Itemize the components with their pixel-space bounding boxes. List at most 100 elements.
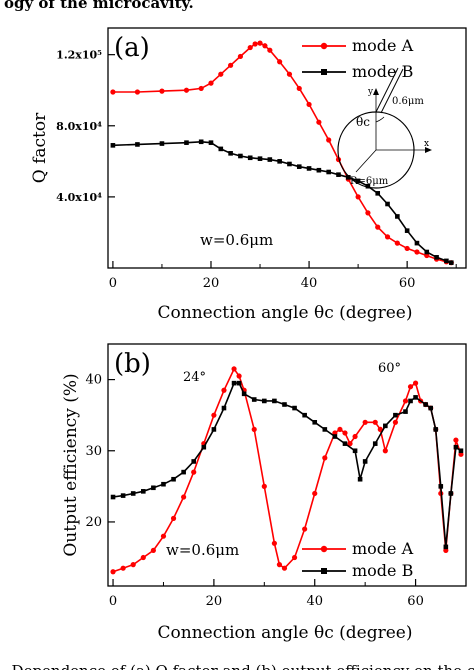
data-point-circle [236,373,242,379]
data-point-square [428,405,434,411]
data-point-square [221,405,227,411]
data-point-circle [384,234,391,240]
data-point-square [277,159,282,164]
data-point-square [231,380,237,386]
data-point-square [292,405,297,411]
data-point-circle [252,41,258,47]
data-point-circle [453,437,459,443]
inset-y-arrow [373,88,379,95]
data-point-square [241,391,247,397]
x-axis-label-a: Connection angle θc (degree) [158,303,413,323]
y-tick-label: 40 [85,373,102,388]
data-point-circle [262,43,268,49]
data-point-square [375,191,381,196]
annotation-peak-60: 60° [378,361,401,376]
data-point-circle [211,412,217,418]
legend-b: mode A mode B [302,539,414,580]
data-point-circle [134,89,141,95]
data-point-square [332,434,338,439]
inset-x-label: x [424,139,429,149]
data-point-square [423,402,428,407]
x-tick-label: 20 [203,276,220,291]
data-point-circle [312,490,318,497]
data-point-square [438,484,444,489]
data-point-circle [382,448,388,454]
data-point-circle [276,562,283,568]
data-point-circle [291,554,298,561]
data-point-circle [414,249,420,255]
data-point-circle [337,426,343,433]
data-point-circle [326,137,332,143]
legend-marker [320,42,328,50]
data-point-circle [412,380,419,386]
data-point-square [201,444,207,450]
data-point-square [198,139,204,145]
data-point-circle [362,419,368,425]
x-tick-label: 0 [109,594,117,609]
x-tick-label: 20 [206,594,223,609]
data-point-square [191,459,197,464]
plot-frame-b [107,343,467,587]
data-point-circle [198,85,204,92]
y-tick-label: 4.0x10⁴ [56,191,102,204]
data-point-square [181,469,186,475]
data-point-square [151,485,156,491]
data-point-square [326,169,331,175]
annotation-width-b: w=0.6μm [166,541,239,559]
data-point-square [312,419,318,425]
data-point-square [448,491,454,496]
data-point-square [267,157,273,162]
panel-label-a: (a) [114,33,150,63]
data-point-circle [237,53,244,60]
data-point-square [443,544,449,550]
data-point-square [357,476,363,482]
data-point-square [120,493,126,498]
data-point-square [372,441,378,446]
data-point-square [413,395,418,400]
data-point-circle [404,245,410,252]
data-point-circle [191,469,197,475]
data-point-circle [375,224,381,230]
x-tick-label: 60 [407,594,424,609]
data-point-circle [231,366,237,372]
data-point-square [251,397,257,402]
y-axis-label-a: Q factor [30,112,50,183]
inset-radius-line [355,149,377,173]
data-point-square [287,161,292,167]
y-tick-label: 20 [85,515,102,530]
y-tick-label: 8.0x10⁴ [56,120,102,133]
data-point-circle [221,387,227,393]
data-point-square [262,398,267,404]
data-point-circle [140,554,146,561]
panel-label-b: (b) [114,349,151,379]
legend-label: mode A [352,539,414,558]
data-point-circle [365,210,371,216]
data-point-square [238,153,243,159]
data-point-square [306,166,312,171]
data-point-square [424,249,430,255]
data-point-circle [296,85,302,92]
x-tick-label: 0 [109,276,117,291]
legend-a: mode A mode B [302,36,414,81]
x-tick-label: 40 [306,594,323,609]
data-point-square [444,258,449,264]
data-point-square [395,214,400,219]
data-point-square [365,183,371,189]
data-point-circle [286,71,293,77]
data-point-circle [130,562,136,568]
chart-panel-b: 0 20 40 60 20 30 40 (b) Connection angle θc (d… [61,343,467,643]
data-point-square [404,228,410,233]
data-point-circle [392,419,399,425]
data-point-square [458,448,464,454]
data-point-square [110,143,116,148]
inset-y-label: y [367,87,374,97]
y-axis-label-b: Output efficiency (%) [61,373,81,556]
data-point-circle [277,59,283,65]
data-point-square [302,412,307,418]
caption-fragment: . Dependence of (a) Q factor and (b) out… [2,662,474,670]
data-point-circle [181,494,187,500]
data-point-square [184,140,189,145]
data-point-square [247,155,253,161]
data-point-circle [170,515,177,521]
data-point-circle [110,89,116,95]
